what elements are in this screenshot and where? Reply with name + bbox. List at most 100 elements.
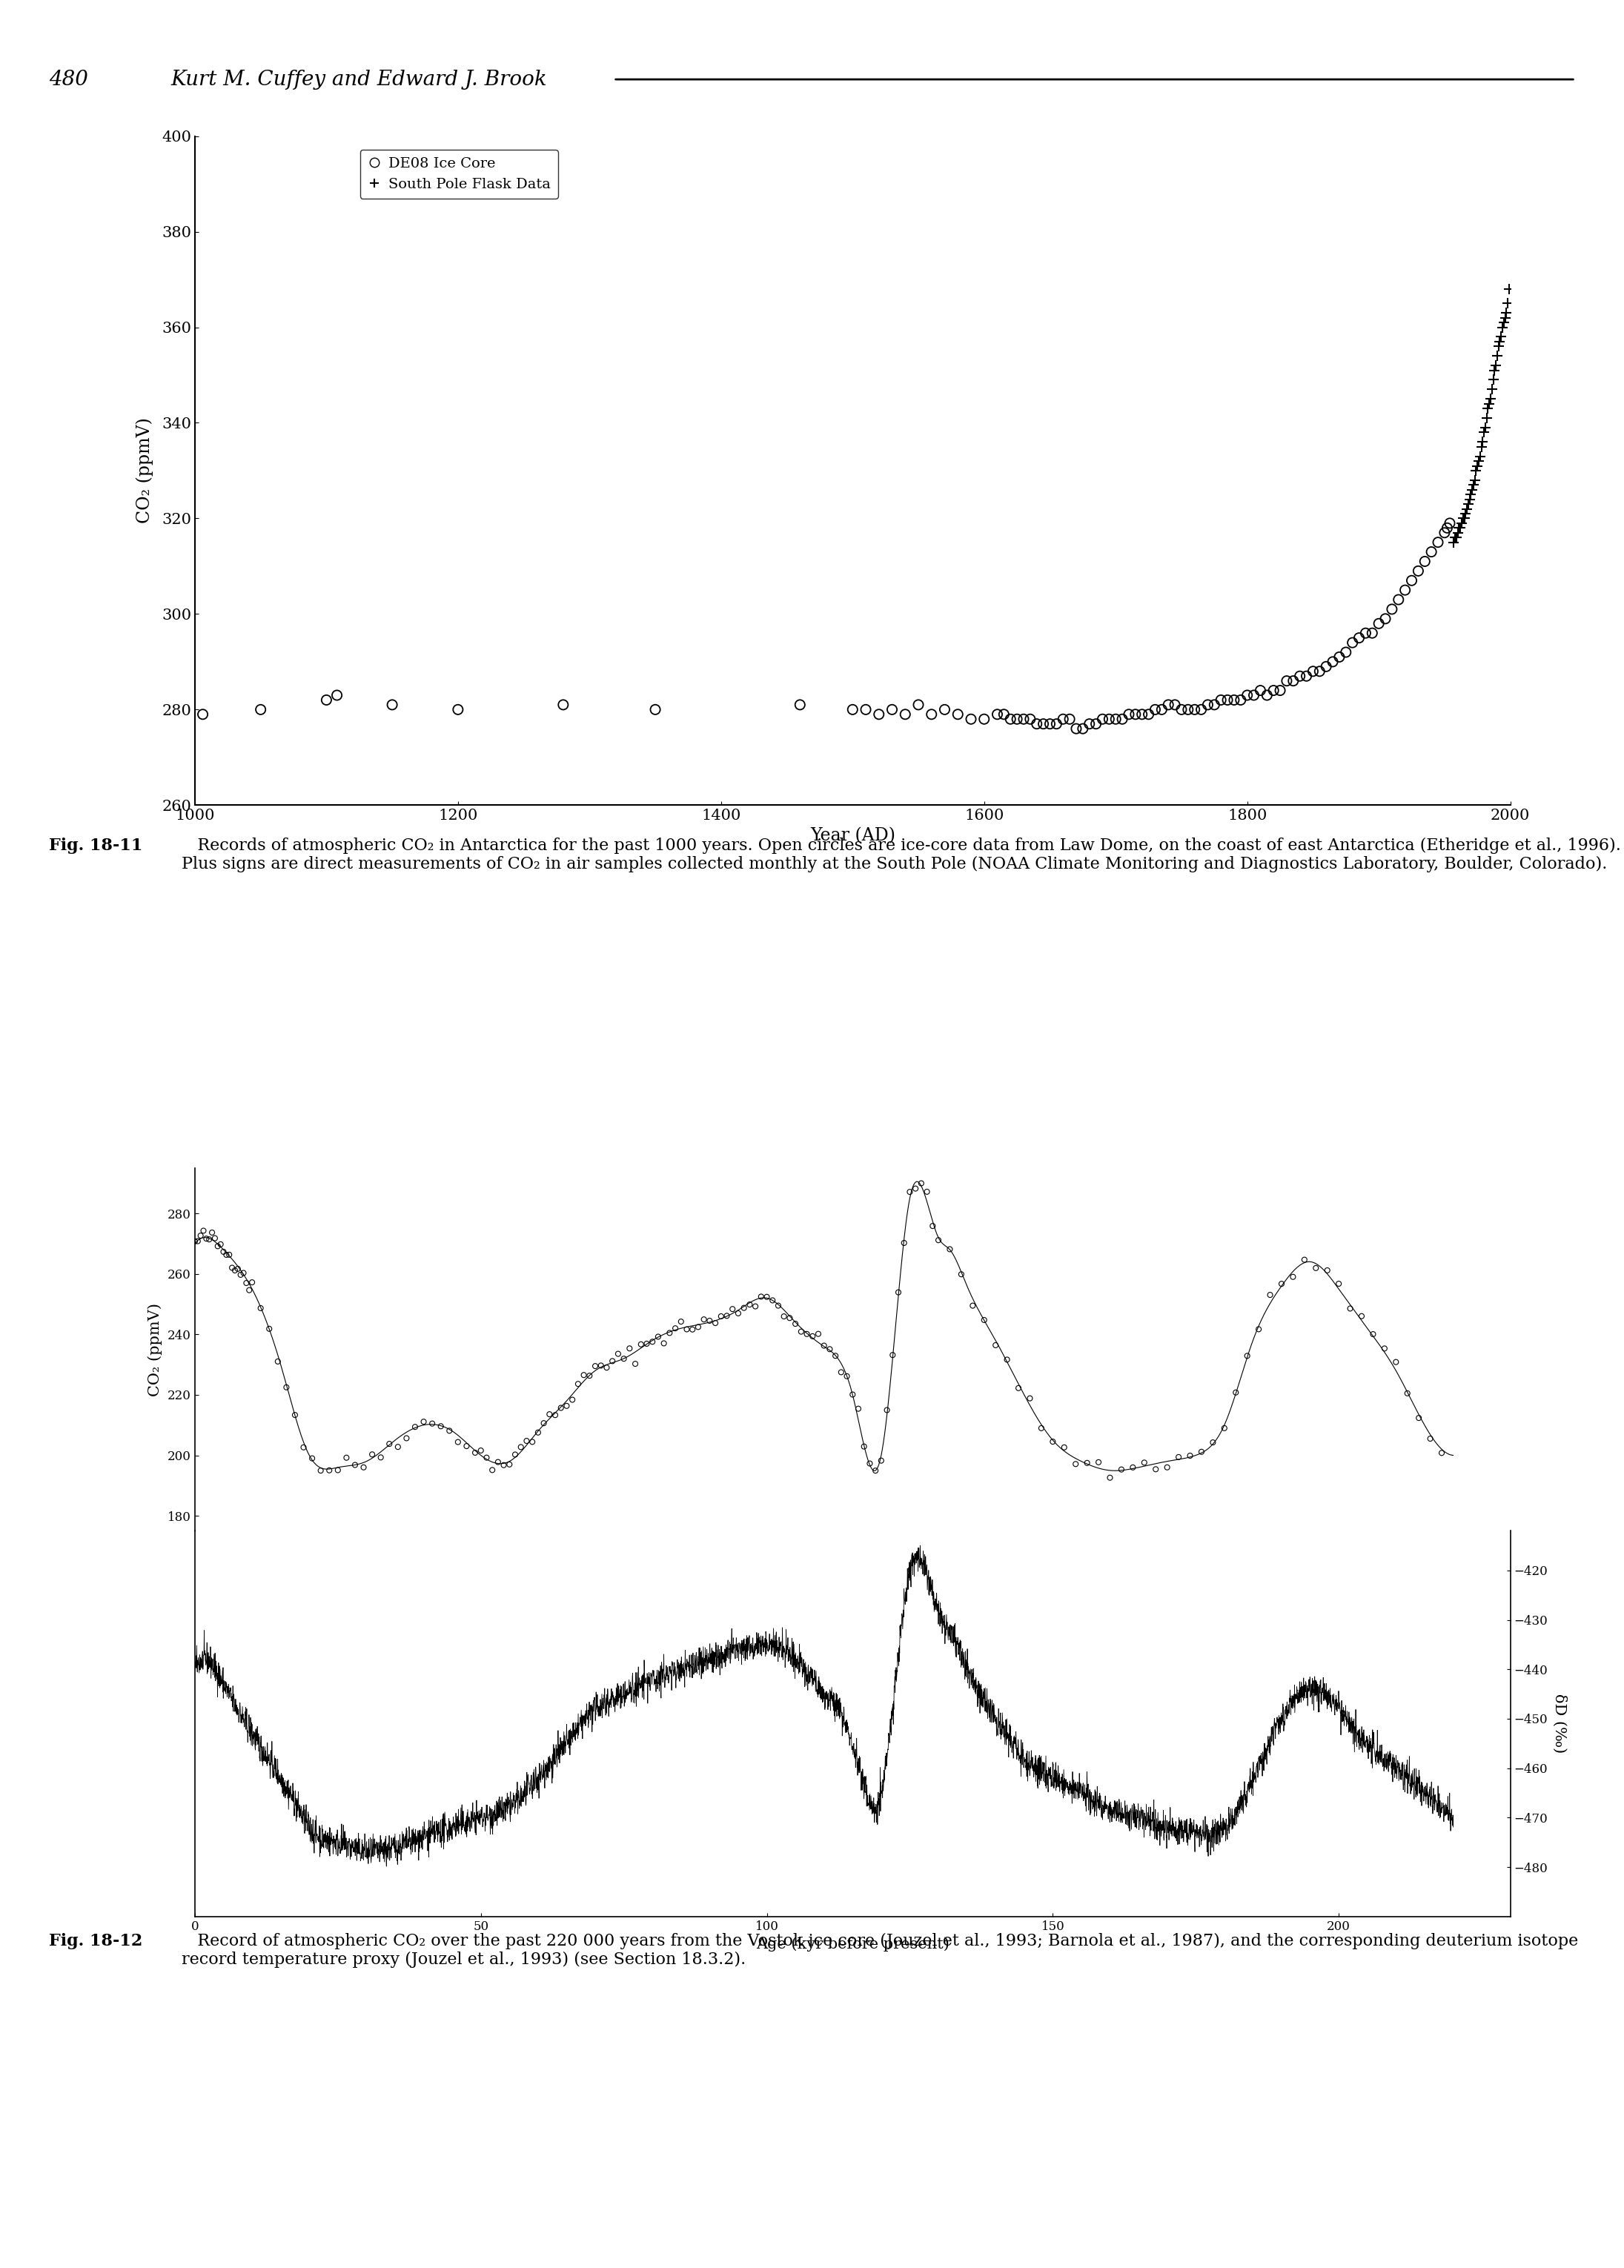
Point <box>651 1325 677 1361</box>
Point <box>1143 1452 1169 1488</box>
Point <box>851 1429 877 1465</box>
Point <box>760 1281 786 1318</box>
Point <box>997 701 1023 737</box>
Point <box>948 1256 974 1293</box>
Point <box>983 1327 1009 1363</box>
Point <box>283 1397 309 1433</box>
Point <box>559 1381 585 1418</box>
Point <box>508 1429 534 1465</box>
Point <box>1445 515 1471 551</box>
Point <box>702 1304 728 1340</box>
Point <box>697 1302 723 1338</box>
Point <box>1458 476 1484 513</box>
Point <box>1478 381 1504 417</box>
Point <box>211 1234 237 1270</box>
Point <box>502 1436 528 1472</box>
Point <box>853 692 879 728</box>
Point <box>656 1315 682 1352</box>
Point <box>926 1222 952 1259</box>
Point <box>190 1213 216 1250</box>
Point <box>1359 1315 1385 1352</box>
Point <box>1466 442 1492 479</box>
Point <box>1348 1297 1374 1334</box>
Point <box>799 1318 825 1354</box>
Point <box>771 1297 797 1334</box>
Point <box>1346 619 1372 655</box>
Point <box>1212 1411 1237 1447</box>
Point <box>731 1290 757 1327</box>
Point <box>411 1404 437 1440</box>
Point <box>1116 696 1142 733</box>
Point <box>1017 701 1043 737</box>
Point <box>1010 701 1036 737</box>
Point <box>690 1302 716 1338</box>
Point <box>991 696 1017 733</box>
Point <box>468 1433 494 1470</box>
Point <box>1429 1436 1455 1472</box>
Point <box>1228 683 1254 719</box>
Point <box>1109 1452 1135 1488</box>
Point <box>892 696 918 733</box>
Point <box>1476 386 1502 422</box>
Point <box>1030 705 1056 742</box>
Point <box>570 1356 596 1393</box>
Point <box>1484 338 1510 374</box>
Point <box>1189 692 1215 728</box>
Point <box>1340 624 1366 660</box>
Point <box>919 696 945 733</box>
Point <box>1208 683 1234 719</box>
Point <box>1023 705 1049 742</box>
Point <box>817 1331 843 1368</box>
Point <box>536 1397 562 1433</box>
Y-axis label: δD (‰): δD (‰) <box>1553 1694 1567 1753</box>
Point <box>1453 490 1479 526</box>
Point <box>1483 347 1509 383</box>
Point <box>960 1288 986 1325</box>
Point <box>479 1452 505 1488</box>
Point <box>971 701 997 737</box>
Point <box>1057 701 1083 737</box>
Point <box>1479 361 1505 397</box>
Text: Records of atmospheric CO₂ in Antarctica for the past 1000 years. Open circles a: Records of atmospheric CO₂ in Antarctica… <box>182 837 1621 873</box>
Point <box>299 1440 325 1476</box>
Point <box>645 1318 671 1354</box>
Point <box>806 1315 831 1352</box>
Point <box>1442 519 1468 556</box>
Point <box>606 1336 632 1372</box>
Point <box>1005 1370 1031 1406</box>
Point <box>1440 524 1466 560</box>
Point <box>1452 494 1478 531</box>
Point <box>679 1311 705 1347</box>
Point <box>1096 701 1122 737</box>
Point <box>685 1309 711 1345</box>
Point <box>1475 390 1501 426</box>
Point <box>663 1311 689 1347</box>
Point <box>205 1227 231 1263</box>
Point <box>551 687 577 723</box>
Point <box>862 1452 888 1488</box>
Point <box>1460 472 1486 508</box>
Point <box>1460 467 1486 503</box>
Point <box>219 1250 245 1286</box>
Point <box>248 692 274 728</box>
Point <box>1291 1241 1317 1277</box>
Point <box>617 1331 643 1368</box>
Point <box>1314 649 1340 685</box>
Point <box>234 1266 260 1302</box>
Point <box>1492 299 1518 336</box>
Point <box>1166 1438 1192 1474</box>
Point <box>1302 1250 1328 1286</box>
Point <box>1473 411 1499 447</box>
Point <box>1195 687 1221 723</box>
Point <box>333 1440 359 1476</box>
Point <box>1064 710 1090 746</box>
Point <box>222 1252 248 1288</box>
Point <box>833 1359 859 1395</box>
Point <box>1372 601 1398 637</box>
Point <box>542 1397 568 1433</box>
Point <box>1489 308 1515 345</box>
Point <box>1202 687 1228 723</box>
Point <box>1142 692 1168 728</box>
Point <box>737 1286 763 1322</box>
Point <box>1327 640 1353 676</box>
